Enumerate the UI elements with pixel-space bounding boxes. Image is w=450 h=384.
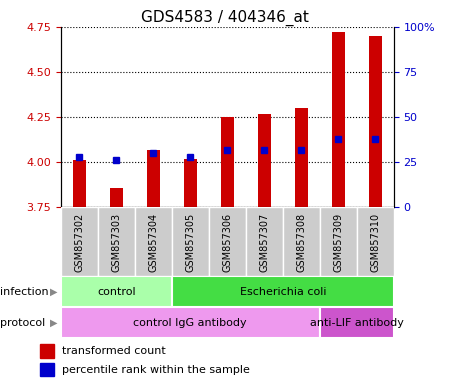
Bar bbox=[147, 150, 160, 207]
Bar bbox=[357, 207, 394, 276]
Bar bbox=[332, 32, 345, 207]
Bar bbox=[283, 207, 320, 276]
Text: GSM857309: GSM857309 bbox=[333, 213, 343, 272]
Bar bbox=[61, 276, 172, 307]
Text: GSM857308: GSM857308 bbox=[296, 213, 306, 272]
Text: control: control bbox=[97, 287, 135, 297]
Text: GSM857302: GSM857302 bbox=[74, 213, 84, 272]
Bar bbox=[258, 114, 271, 207]
Bar bbox=[184, 159, 197, 207]
Text: GSM857310: GSM857310 bbox=[370, 213, 380, 272]
Bar bbox=[172, 276, 394, 307]
Text: Escherichia coli: Escherichia coli bbox=[239, 287, 326, 297]
Text: ▶: ▶ bbox=[50, 287, 57, 297]
Bar bbox=[295, 108, 308, 207]
Bar bbox=[172, 207, 209, 276]
Bar bbox=[209, 207, 246, 276]
Text: GSM857307: GSM857307 bbox=[259, 213, 269, 272]
Text: GSM857305: GSM857305 bbox=[185, 213, 195, 272]
Bar bbox=[135, 207, 172, 276]
Text: transformed count: transformed count bbox=[62, 346, 166, 356]
Bar bbox=[61, 207, 98, 276]
Bar bbox=[110, 187, 123, 207]
Text: GSM857304: GSM857304 bbox=[148, 213, 158, 272]
Text: anti-LIF antibody: anti-LIF antibody bbox=[310, 318, 404, 328]
Text: ▶: ▶ bbox=[50, 318, 57, 328]
Bar bbox=[40, 344, 54, 358]
Text: GSM857306: GSM857306 bbox=[222, 213, 232, 272]
Bar bbox=[246, 207, 283, 276]
Text: infection: infection bbox=[0, 287, 49, 297]
Bar bbox=[320, 307, 394, 338]
Text: GSM857303: GSM857303 bbox=[111, 213, 121, 272]
Bar bbox=[98, 207, 135, 276]
Bar bbox=[73, 161, 86, 207]
Text: percentile rank within the sample: percentile rank within the sample bbox=[62, 365, 250, 375]
Bar bbox=[61, 307, 320, 338]
Bar bbox=[320, 207, 357, 276]
Text: protocol: protocol bbox=[0, 318, 46, 328]
Bar bbox=[221, 117, 234, 207]
Bar bbox=[369, 36, 382, 207]
Bar bbox=[40, 363, 54, 376]
Text: GDS4583 / 404346_at: GDS4583 / 404346_at bbox=[141, 10, 309, 26]
Text: control IgG antibody: control IgG antibody bbox=[134, 318, 247, 328]
